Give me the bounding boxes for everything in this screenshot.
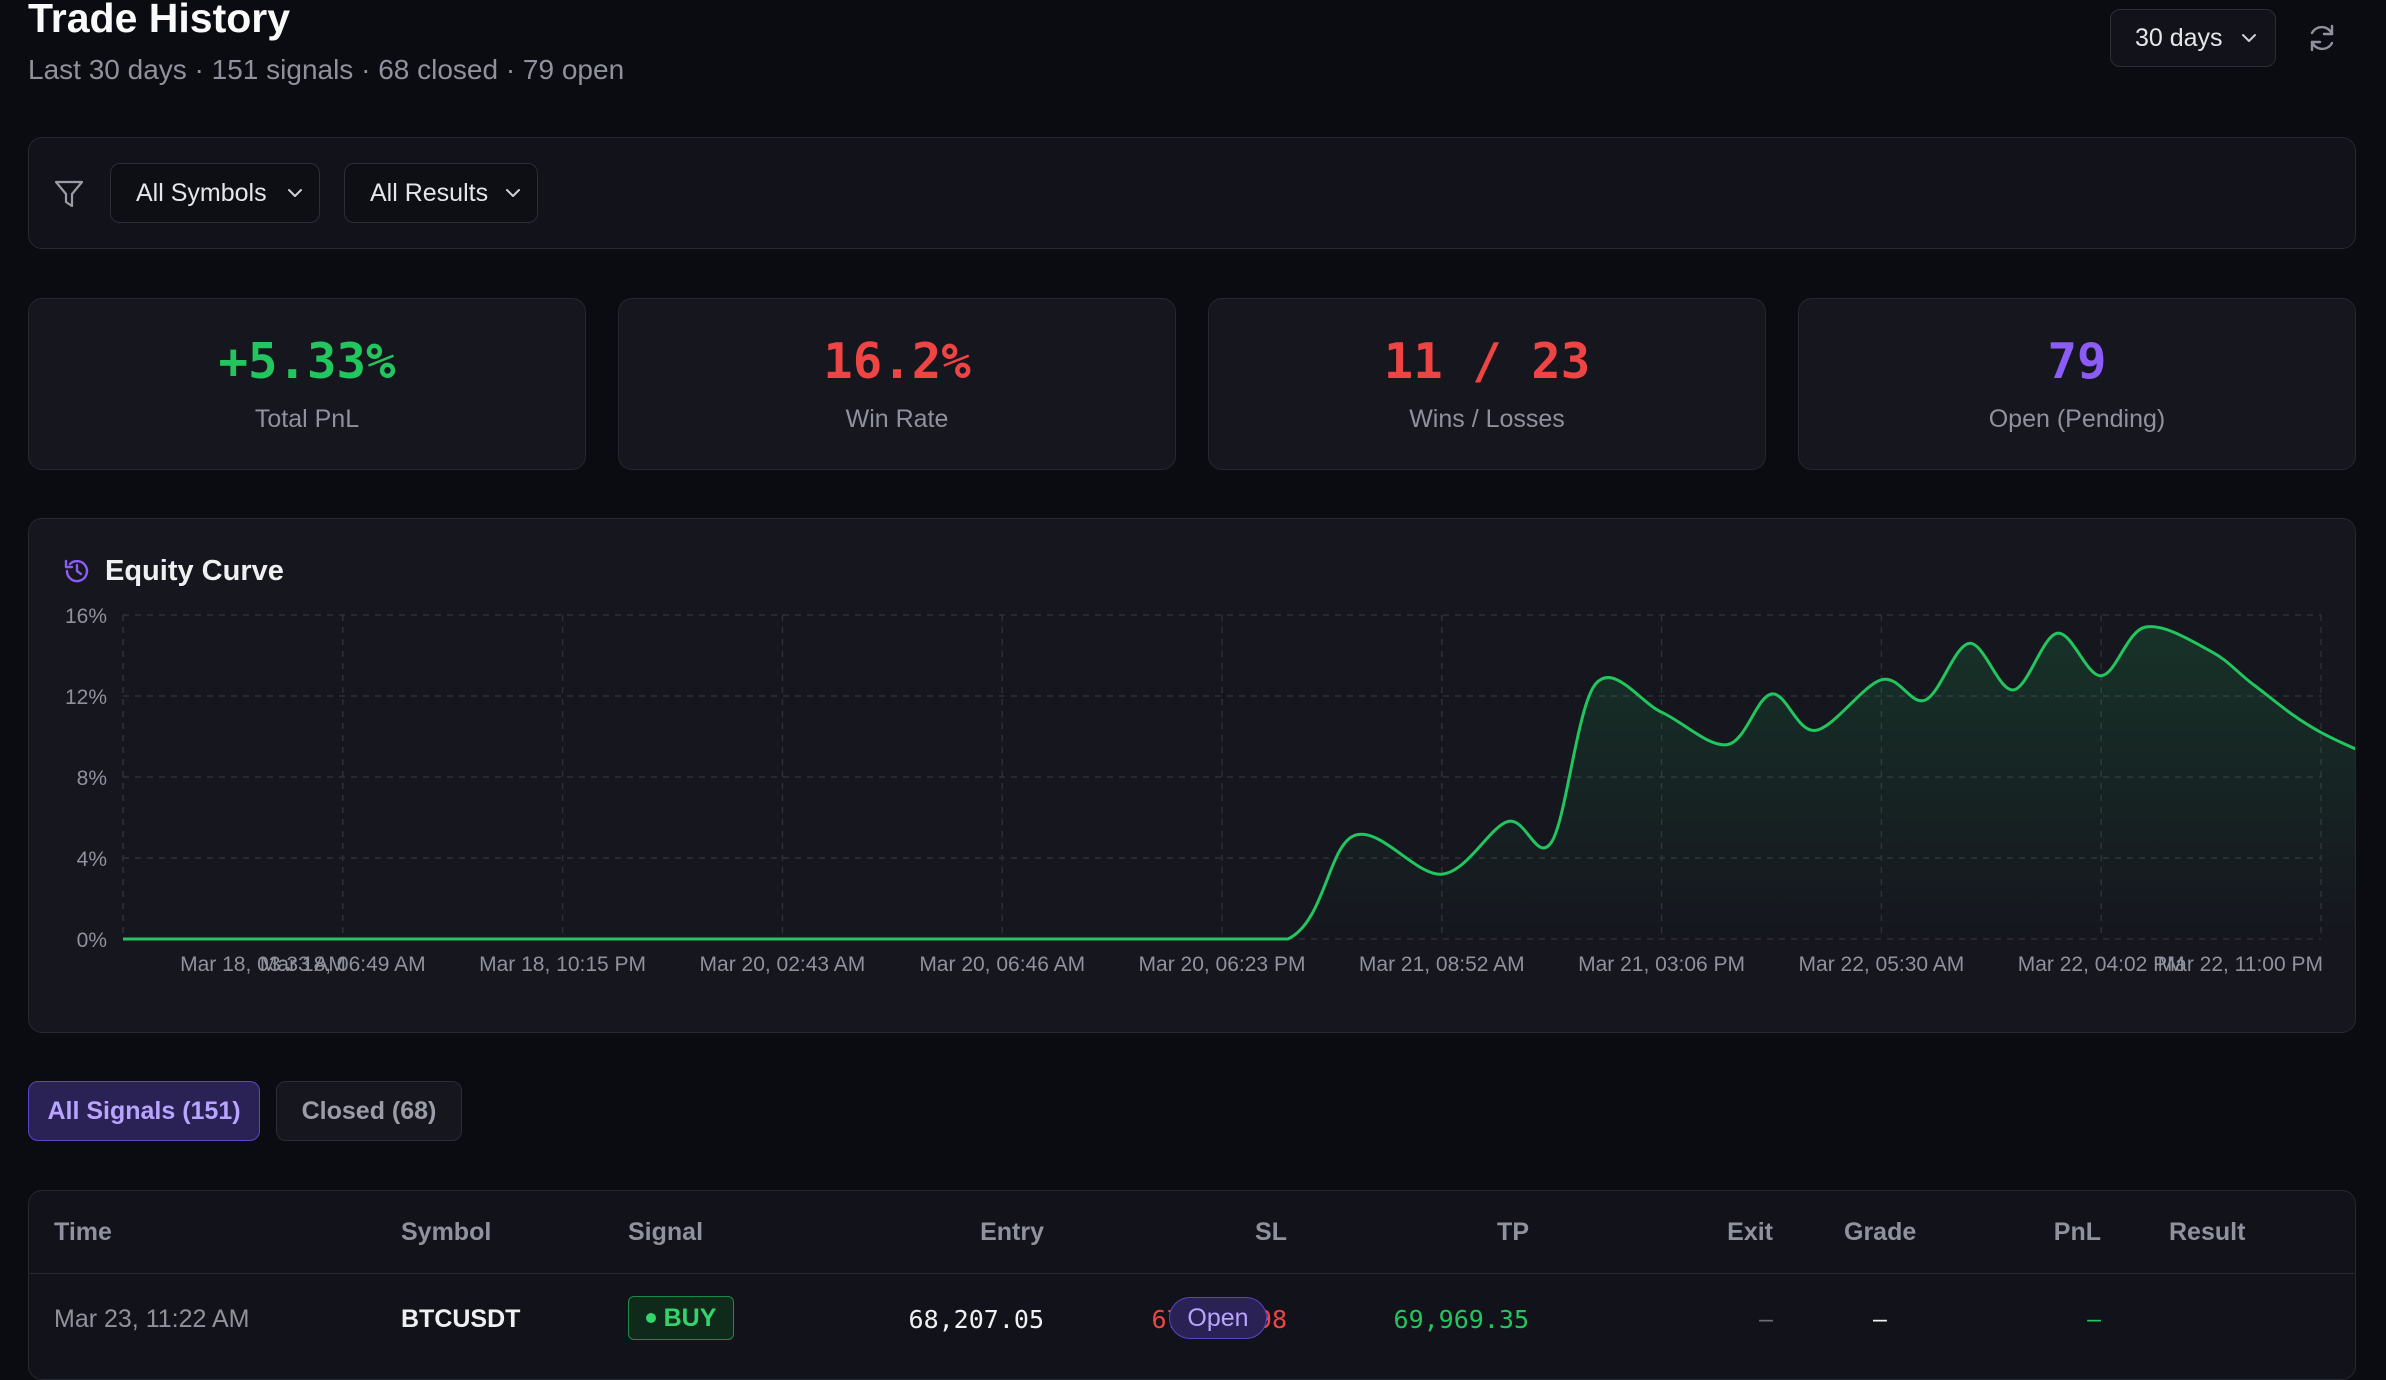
filter-icon: [54, 180, 84, 208]
signal-label: BUY: [663, 1303, 717, 1332]
y-tick-label: 4%: [77, 848, 107, 871]
table-header: Time Symbol Signal Entry SL TP Exit Grad…: [29, 1191, 2355, 1274]
header-time[interactable]: Time: [54, 1218, 112, 1246]
page-subtitle: Last 30 days · 151 signals · 68 closed ·…: [28, 54, 625, 85]
header-tp[interactable]: TP: [1497, 1218, 1529, 1246]
x-tick-label: Mar 21, 08:52 AM: [1359, 953, 1525, 976]
refresh-icon[interactable]: [2306, 22, 2338, 54]
cell-pnl: –: [2087, 1305, 2101, 1333]
x-tick-label: Mar 20, 06:46 AM: [919, 953, 1085, 976]
signals-table: Time Symbol Signal Entry SL TP Exit Grad…: [28, 1190, 2356, 1380]
date-range-select[interactable]: 30 days: [2110, 9, 2276, 67]
equity-line: [122, 625, 2355, 941]
chevron-down-icon: [288, 189, 302, 197]
header-grade[interactable]: Grade: [1844, 1218, 1917, 1246]
win-rate-label: Win Rate: [845, 405, 949, 433]
x-tick-label: Mar 21, 03:06 PM: [1578, 953, 1745, 976]
y-tick-label: 8%: [77, 767, 107, 790]
x-tick-label: Mar 18, 03:33 AM: [180, 953, 346, 976]
x-tick-label: Mar 22, 11:00 PM: [2158, 953, 2323, 976]
cell-symbol: BTCUSDT: [401, 1305, 521, 1333]
x-tick-label: Mar 18, 06:49 AM: [260, 953, 426, 976]
y-tick-label: 0%: [77, 929, 107, 952]
header-symbol[interactable]: Symbol: [401, 1218, 492, 1246]
equity-curve-card: Equity Curve 0% 4% 8% 12% 16% Mar 18, 03:33 …: [28, 518, 2356, 1033]
tab-closed[interactable]: Closed (68): [276, 1081, 462, 1141]
header-pnl[interactable]: PnL: [2053, 1218, 2101, 1246]
symbol-filter-label: All Symbols: [136, 178, 267, 207]
total-pnl-card: +5.33% Total PnL: [28, 298, 586, 470]
x-tick-label: Mar 22, 05:30 AM: [1799, 953, 1965, 976]
chevron-down-icon: [2242, 34, 2256, 42]
equity-curve-title: Equity Curve: [105, 555, 284, 587]
y-tick-label: 12%: [65, 686, 107, 709]
header-entry[interactable]: Entry: [980, 1218, 1044, 1246]
equity-area: [123, 626, 2355, 940]
header-signal[interactable]: Signal: [628, 1218, 704, 1246]
win-rate-value: 16.2%: [823, 333, 971, 390]
y-tick-label: 16%: [65, 605, 107, 628]
cell-time: Mar 23, 11:22 AM: [54, 1305, 250, 1333]
symbol-filter-dropdown[interactable]: All Symbols: [110, 163, 320, 223]
open-pending-card: 79 Open (Pending): [1798, 298, 2356, 470]
wins-losses-card: 11 / 23 Wins / Losses: [1208, 298, 1766, 470]
tab-all-signals[interactable]: All Signals (151): [28, 1081, 260, 1141]
result-filter-dropdown[interactable]: All Results: [344, 163, 538, 223]
win-rate-card: 16.2% Win Rate: [618, 298, 1176, 470]
x-tick-label: Mar 20, 02:43 AM: [700, 953, 866, 976]
filter-bar: All Symbols All Results: [28, 137, 2356, 249]
total-pnl-label: Total PnL: [254, 405, 360, 433]
total-pnl-value: +5.33%: [218, 333, 396, 390]
result-filter-label: All Results: [370, 178, 489, 207]
cell-tp: 69,969.35: [1393, 1305, 1529, 1334]
x-tick-label: Mar 18, 10:15 PM: [479, 953, 646, 976]
header-result[interactable]: Result: [2169, 1218, 2246, 1246]
x-tick-label: Mar 20, 06:23 PM: [1139, 953, 1306, 976]
x-tick-label: Mar 22, 04:02 PM: [2018, 953, 2185, 976]
page-title: Trade History: [28, 0, 291, 41]
header-sl[interactable]: SL: [1255, 1218, 1287, 1246]
history-icon: [64, 559, 89, 583]
signal-dot-icon: [645, 1313, 656, 1323]
result-badge: Open: [1169, 1297, 1267, 1339]
cell-entry: 68,207.05: [908, 1305, 1044, 1334]
open-pending-value: 79: [2047, 333, 2107, 390]
cell-exit: –: [1759, 1305, 1773, 1333]
wins-losses-value: 11 / 23: [1383, 333, 1591, 390]
header-exit[interactable]: Exit: [1727, 1218, 1773, 1246]
wins-losses-label: Wins / Losses: [1409, 405, 1565, 433]
open-pending-label: Open (Pending): [1988, 405, 2166, 433]
signal-badge: BUY: [628, 1296, 734, 1340]
cell-grade: –: [1873, 1305, 1887, 1333]
chevron-down-icon: [506, 189, 520, 197]
date-range-label: 30 days: [2135, 23, 2223, 52]
